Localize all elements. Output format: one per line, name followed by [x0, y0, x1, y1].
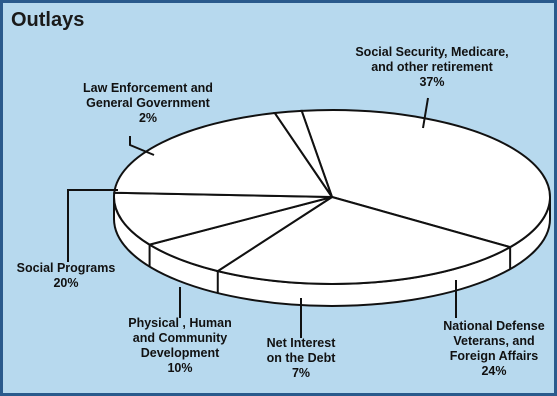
leader-line — [67, 189, 118, 262]
chart-title: Outlays — [11, 9, 85, 31]
slice-label-line: and Community — [133, 331, 227, 345]
slice-label: Physical , Human and Community Development… — [128, 316, 232, 375]
pie-body — [113, 109, 551, 307]
slice-label: National Defense Veterans, and Foreign Aff… — [443, 319, 544, 378]
pie-slice — [273, 109, 333, 198]
slice-label-line: Veterans, and — [453, 334, 534, 348]
slice-label: Law Enforcement and General Government 2% — [83, 81, 213, 125]
slice-label-line: Social Programs — [17, 261, 116, 275]
pie-slice — [215, 195, 513, 285]
slice-label-line: General Government — [86, 96, 210, 110]
slice-value-label: 10% — [167, 361, 192, 375]
slice-value-label: 20% — [53, 276, 78, 290]
slice-label: Social Security, Medicare, and other reti… — [355, 45, 508, 89]
leader-lines — [67, 97, 457, 338]
slice-label-line: Social Security, Medicare, — [355, 45, 508, 59]
slice-value-label: 2% — [139, 111, 157, 125]
slice-label-line: Net Interest — [267, 336, 337, 350]
slice-label-line: Law Enforcement and — [83, 81, 213, 95]
slice-labels: Social Security, Medicare, and other reti… — [17, 45, 545, 380]
slice-label-line: Foreign Affairs — [450, 349, 538, 363]
slice-label-line: and other retirement — [371, 60, 493, 74]
slice-label-line: Development — [141, 346, 220, 360]
slice-value-label: 7% — [292, 366, 310, 380]
leader-line — [422, 97, 429, 129]
slice-label-line: National Defense — [443, 319, 544, 333]
slice-value-label: 37% — [419, 75, 444, 89]
slice-label: Net Interest on the Debt 7% — [267, 336, 337, 380]
leader-line — [129, 136, 155, 156]
slice-label-line: on the Debt — [267, 351, 337, 365]
slice-value-label: 24% — [481, 364, 506, 378]
pie-slice — [113, 191, 333, 246]
slice-label: Social Programs 20% — [17, 261, 116, 290]
pie-slice — [113, 111, 334, 199]
pie-slice — [300, 109, 551, 249]
slice-label-line: Physical , Human — [128, 316, 232, 330]
